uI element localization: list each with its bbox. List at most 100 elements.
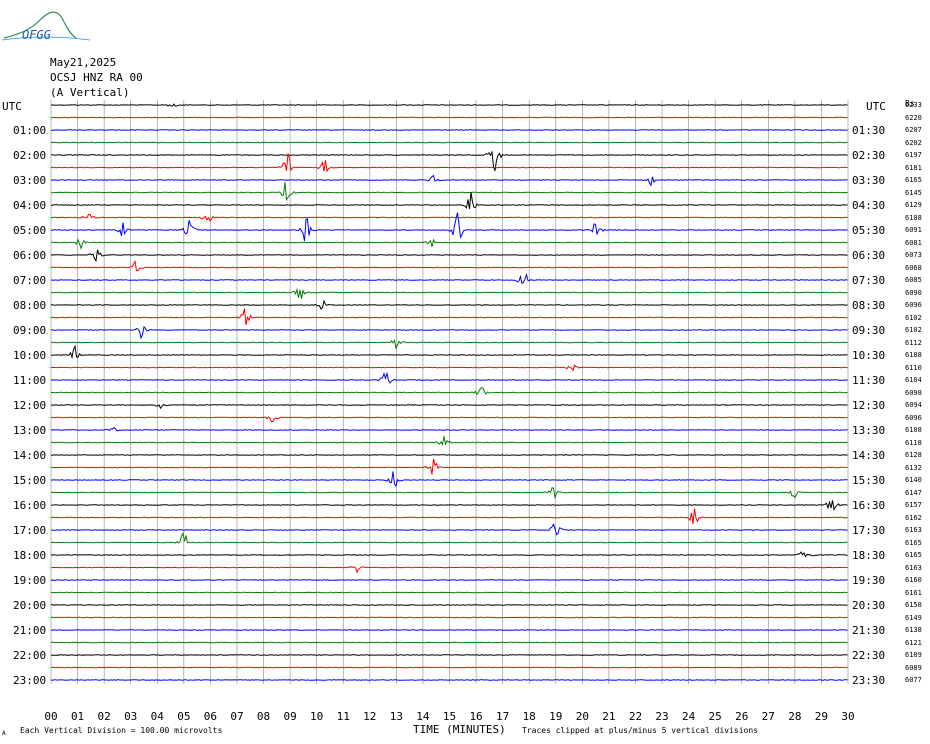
- left-time-label: 06:00: [13, 249, 47, 262]
- logo: [1, 11, 91, 41]
- right-time-label: 11:30: [852, 374, 886, 387]
- trace-line: [50, 212, 848, 242]
- x-tick-label: 09: [283, 710, 297, 723]
- trace-line: [51, 192, 848, 210]
- trace-line: [51, 182, 848, 201]
- right-time-label: 12:30: [852, 399, 886, 412]
- trace-line: [50, 436, 848, 446]
- right-value-label: 6104: [905, 376, 922, 384]
- right-time-label: 17:30: [852, 524, 886, 537]
- left-time-label: 22:00: [13, 649, 47, 662]
- left-time-label: 23:00: [13, 674, 47, 687]
- x-tick-label: 24: [681, 710, 696, 723]
- x-tick-label: 17: [496, 710, 510, 723]
- trace-line: [50, 103, 848, 107]
- trace-line: [50, 150, 848, 171]
- trace-line: [50, 325, 848, 340]
- right-value-label: 6118: [905, 438, 922, 447]
- x-tick-label: 04: [150, 710, 164, 723]
- right-value-label: 6202: [905, 138, 922, 147]
- trace-line: [50, 471, 848, 488]
- x-tick-label: 11: [336, 710, 350, 723]
- left-time-label: 21:00: [13, 624, 47, 637]
- right-time-label: 01:30: [852, 124, 886, 137]
- trace-line: [51, 604, 848, 606]
- trace-line: [50, 153, 848, 173]
- trace-line: [50, 364, 848, 372]
- left-time-label: 15:00: [13, 474, 47, 487]
- right-value-label: 6089: [905, 663, 922, 672]
- left-time-label: 17:00: [13, 524, 47, 537]
- right-value-label: 6073: [905, 251, 922, 259]
- trace-line: [50, 654, 848, 656]
- right-time-label: 10:30: [852, 349, 886, 362]
- right-value-label: 6149: [905, 613, 922, 622]
- right-value-label: 6090: [905, 288, 922, 297]
- x-tick-label: 29: [814, 710, 829, 723]
- left-time-label: 12:00: [13, 399, 47, 412]
- x-tick-label: 13: [389, 710, 403, 723]
- trace-line: [50, 591, 848, 594]
- right-value-label: 6157: [905, 501, 922, 509]
- left-time-label: 05:00: [13, 224, 47, 237]
- right-value-label: 6110: [905, 363, 922, 372]
- division-note: Each Vertical Division = 100.00 microvol…: [20, 726, 223, 735]
- trace-line: [51, 566, 848, 574]
- left-time-label: 09:00: [13, 324, 47, 337]
- right-value-label: 6207: [905, 126, 922, 134]
- trace-line: [50, 416, 848, 423]
- left-axis-title: UTC: [2, 100, 22, 113]
- left-time-label: 11:00: [13, 374, 47, 387]
- x-tick-label: 19: [549, 710, 563, 723]
- right-value-label: 6165: [905, 538, 922, 547]
- trace-line: [51, 129, 848, 131]
- right-value-label: 6160: [905, 576, 922, 584]
- trace-line: [50, 213, 848, 222]
- logo-text: OFGG: [22, 28, 51, 42]
- trace-line: [50, 116, 848, 119]
- right-value-label: 6233: [905, 101, 922, 109]
- left-time-label: 10:00: [13, 349, 47, 362]
- right-value-label: 6091: [905, 226, 922, 234]
- right-time-label: 07:30: [852, 274, 886, 287]
- right-time-label: 09:30: [852, 324, 886, 337]
- right-time-label: 02:30: [852, 149, 886, 162]
- trace-line: [50, 404, 848, 410]
- right-value-label: 6165: [905, 551, 922, 559]
- left-time-label: 19:00: [13, 574, 47, 587]
- trace-line: [50, 308, 848, 325]
- trace-line: [50, 238, 848, 250]
- right-value-label: 6102: [905, 313, 922, 322]
- trace-line: [50, 629, 848, 631]
- x-tick-label: 26: [735, 710, 749, 723]
- left-time-label: 14:00: [13, 449, 47, 462]
- trace-line: [50, 616, 848, 619]
- x-tick-label: 08: [256, 710, 271, 723]
- right-time-label: 20:30: [852, 599, 886, 612]
- right-value-label: 6165: [905, 176, 922, 184]
- x-tick-label: 00: [44, 710, 58, 723]
- right-value-label: 6068: [905, 263, 922, 272]
- right-time-label: 14:30: [852, 449, 886, 462]
- x-tick-label: 15: [442, 710, 457, 723]
- date-label: May21,2025: [50, 56, 117, 69]
- right-time-label: 19:30: [852, 574, 886, 587]
- right-time-label: 23:30: [852, 674, 886, 687]
- left-time-label: 03:00: [13, 174, 47, 187]
- right-value-label: 6102: [905, 326, 922, 334]
- right-value-label: 6181: [905, 163, 922, 172]
- trace-line: [50, 666, 848, 669]
- right-value-label: 6140: [905, 476, 922, 484]
- x-tick-label: 21: [602, 710, 616, 723]
- trace-line: [50, 141, 848, 144]
- trace-line: [51, 259, 848, 272]
- x-tick-label: 28: [788, 710, 802, 723]
- right-value-label: 6085: [905, 276, 922, 284]
- right-value-label: 6158: [905, 601, 922, 609]
- trace-line: [50, 386, 848, 396]
- right-value-label: 6145: [905, 188, 922, 197]
- right-time-label: 06:30: [852, 249, 886, 262]
- trace-line: [50, 338, 848, 350]
- right-value-label: 6129: [905, 201, 922, 209]
